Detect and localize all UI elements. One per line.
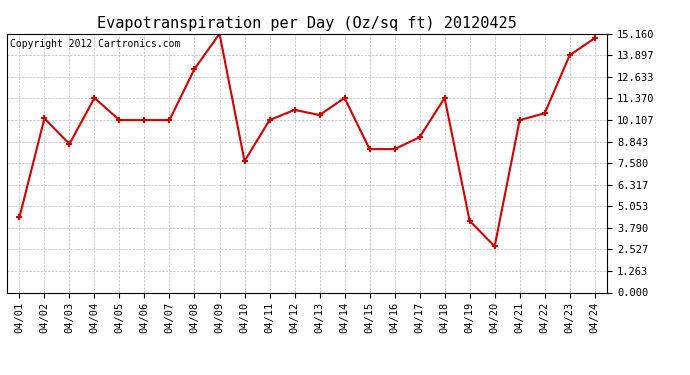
Title: Evapotranspiration per Day (Oz/sq ft) 20120425: Evapotranspiration per Day (Oz/sq ft) 20… bbox=[97, 16, 517, 31]
Text: Copyright 2012 Cartronics.com: Copyright 2012 Cartronics.com bbox=[10, 39, 180, 49]
